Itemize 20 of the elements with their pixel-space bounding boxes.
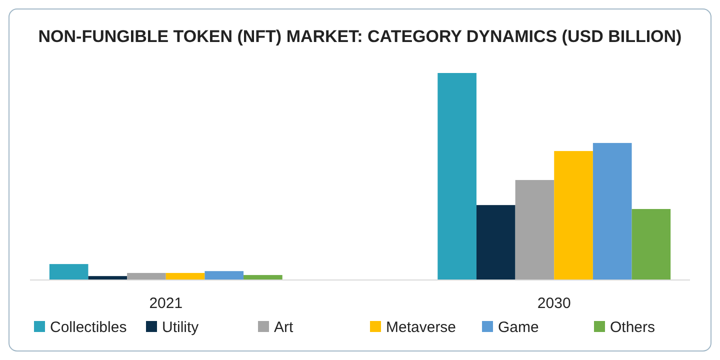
x-tick-label: 2021: [149, 295, 183, 312]
bar: [592, 142, 632, 280]
legend-label: Others: [610, 319, 656, 336]
bar: [49, 264, 88, 280]
bar: [554, 151, 593, 280]
legend-label: Metaverse: [386, 319, 456, 336]
legend-label: Utility: [162, 319, 200, 336]
bar: [204, 271, 244, 280]
chart-title: NON-FUNGIBLE TOKEN (NFT) MARKET: CATEGORY DYNAMICS (USD BILLION): [38, 27, 682, 46]
bar: [127, 272, 166, 280]
bar: [632, 209, 671, 280]
legend-label: Collectibles: [50, 319, 127, 336]
legend-label: Game: [498, 319, 539, 336]
x-tick-label: 2030: [537, 295, 571, 312]
bar: [166, 272, 205, 280]
legend-label: Art: [274, 319, 294, 336]
bar: [244, 275, 282, 280]
bar: [476, 205, 516, 280]
bar: [438, 73, 476, 280]
bar: [515, 180, 554, 280]
